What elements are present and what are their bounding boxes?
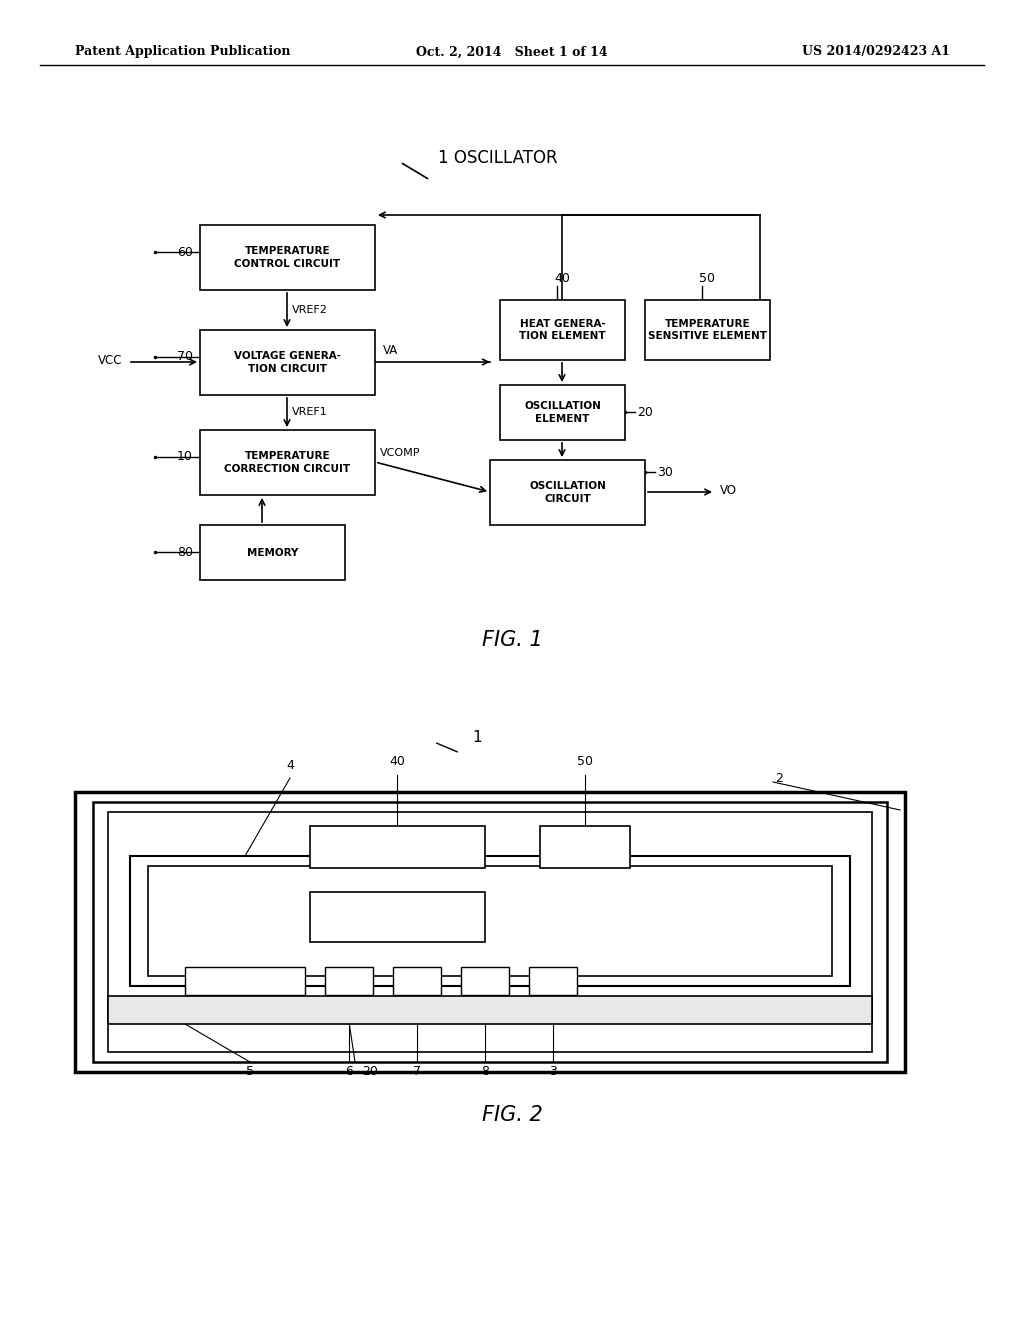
Text: 40: 40 [554,272,570,285]
FancyBboxPatch shape [130,855,850,986]
FancyBboxPatch shape [93,803,887,1063]
FancyBboxPatch shape [310,826,485,869]
Text: 20: 20 [637,405,653,418]
FancyBboxPatch shape [200,525,345,579]
Text: FIG. 1: FIG. 1 [481,630,543,649]
Text: VA: VA [383,345,398,356]
FancyBboxPatch shape [200,330,375,395]
FancyBboxPatch shape [645,300,770,360]
Text: 70: 70 [177,351,193,363]
FancyBboxPatch shape [185,968,305,995]
Text: 60: 60 [177,246,193,259]
FancyBboxPatch shape [461,968,509,995]
Text: VREF2: VREF2 [292,305,328,315]
Text: 6: 6 [345,1065,353,1078]
FancyBboxPatch shape [75,792,905,1072]
FancyBboxPatch shape [490,459,645,525]
Text: 50: 50 [577,755,593,768]
FancyBboxPatch shape [529,968,577,995]
Text: 20: 20 [362,1065,378,1078]
Text: VREF1: VREF1 [292,407,328,417]
Text: 30: 30 [657,466,673,479]
FancyBboxPatch shape [393,968,441,995]
FancyBboxPatch shape [200,430,375,495]
Text: Patent Application Publication: Patent Application Publication [75,45,291,58]
Text: 4: 4 [286,759,294,772]
Text: TEMPERATURE
SENSITIVE ELEMENT: TEMPERATURE SENSITIVE ELEMENT [648,319,767,341]
Text: 2: 2 [775,771,783,784]
Text: 1 OSCILLATOR: 1 OSCILLATOR [438,149,558,168]
Text: 5: 5 [246,1065,254,1078]
FancyBboxPatch shape [500,300,625,360]
Text: 3: 3 [549,1065,557,1078]
FancyBboxPatch shape [148,866,831,975]
Text: OSCILLATION
CIRCUIT: OSCILLATION CIRCUIT [529,482,606,504]
Text: VO: VO [720,483,737,496]
Text: MEMORY: MEMORY [247,548,298,557]
Text: VCOMP: VCOMP [380,447,421,458]
Text: HEAT GENERA-
TION ELEMENT: HEAT GENERA- TION ELEMENT [519,319,606,341]
FancyBboxPatch shape [108,812,872,1052]
Text: OSCILLATION
ELEMENT: OSCILLATION ELEMENT [524,401,601,424]
FancyBboxPatch shape [200,224,375,290]
FancyBboxPatch shape [325,968,373,995]
Text: 7: 7 [413,1065,421,1078]
Text: 50: 50 [699,272,715,285]
Text: US 2014/0292423 A1: US 2014/0292423 A1 [802,45,950,58]
Text: VOLTAGE GENERA-
TION CIRCUIT: VOLTAGE GENERA- TION CIRCUIT [234,351,341,374]
Text: VCC: VCC [97,354,122,367]
Text: 80: 80 [177,545,193,558]
Text: 10: 10 [177,450,193,463]
Text: 8: 8 [481,1065,489,1078]
Text: TEMPERATURE
CORRECTION CIRCUIT: TEMPERATURE CORRECTION CIRCUIT [224,451,350,474]
FancyBboxPatch shape [108,997,872,1024]
FancyBboxPatch shape [500,385,625,440]
Text: FIG. 2: FIG. 2 [481,1105,543,1125]
Text: 40: 40 [389,755,404,768]
Text: 1: 1 [472,730,481,746]
Text: TEMPERATURE
CONTROL CIRCUIT: TEMPERATURE CONTROL CIRCUIT [234,247,341,269]
Text: Oct. 2, 2014   Sheet 1 of 14: Oct. 2, 2014 Sheet 1 of 14 [416,45,608,58]
FancyBboxPatch shape [540,826,630,869]
FancyBboxPatch shape [310,892,485,942]
